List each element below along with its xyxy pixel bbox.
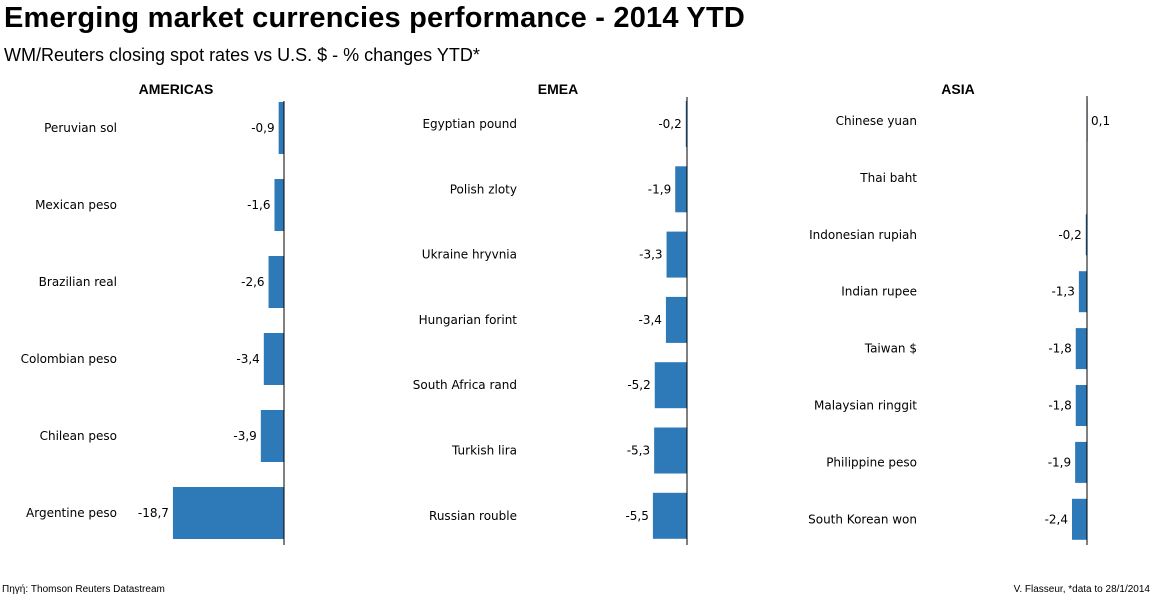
- value-label: -1,9: [648, 182, 671, 196]
- category-label: South Korean won: [808, 512, 917, 526]
- panel-title: AMERICAS: [139, 81, 214, 97]
- bar: [1078, 271, 1087, 313]
- bar: [1075, 328, 1087, 370]
- category-label: South Africa rand: [413, 378, 517, 392]
- value-label: -1,9: [1048, 455, 1071, 469]
- category-label: Argentine peso: [26, 506, 117, 520]
- category-label: Taiwan $: [864, 342, 917, 356]
- value-label: -0,9: [251, 121, 274, 135]
- credit-note: V. Flasseur, *data to 28/1/2014: [1013, 584, 1150, 595]
- value-label: 0,1: [1091, 114, 1110, 128]
- bar: [1075, 441, 1087, 483]
- category-label: Egyptian pound: [422, 117, 517, 131]
- category-label: Indonesian rupiah: [809, 228, 917, 242]
- bar: [685, 101, 687, 147]
- bar: [654, 427, 687, 474]
- category-label: Thai baht: [859, 171, 917, 185]
- value-label: -5,5: [625, 509, 648, 523]
- category-label: Brazilian real: [39, 275, 117, 289]
- bar: [260, 410, 284, 462]
- bar: [652, 492, 687, 539]
- chart-subtitle: WM/Reuters closing spot rates vs U.S. $ …: [4, 45, 480, 65]
- category-label: Mexican peso: [35, 198, 117, 212]
- bar: [274, 179, 284, 231]
- value-label: -1,8: [1048, 342, 1071, 356]
- category-label: Polish zloty: [450, 182, 517, 196]
- bar: [1085, 214, 1087, 256]
- bar: [654, 362, 687, 409]
- value-label: -18,7: [138, 506, 169, 520]
- category-label: Indian rupee: [841, 285, 917, 299]
- value-label: -5,2: [627, 378, 650, 392]
- value-label: -3,4: [236, 352, 259, 366]
- bar: [1072, 498, 1087, 540]
- category-label: Philippine peso: [826, 455, 917, 469]
- category-label: Peruvian sol: [44, 121, 117, 135]
- bar: [172, 487, 284, 539]
- bar: [665, 296, 687, 343]
- value-label: -2,6: [241, 275, 264, 289]
- category-label: Russian rouble: [429, 509, 517, 523]
- category-label: Malaysian ringgit: [814, 399, 917, 413]
- value-label: -2,4: [1045, 512, 1068, 526]
- category-label: Turkish lira: [451, 444, 517, 458]
- bar: [268, 256, 284, 308]
- category-label: Hungarian forint: [419, 313, 518, 327]
- value-label: -0,2: [1058, 228, 1081, 242]
- value-label: -3,3: [639, 248, 662, 262]
- category-label: Chinese yuan: [836, 114, 917, 128]
- bar: [675, 166, 687, 213]
- category-label: Ukraine hryvnia: [422, 248, 517, 262]
- value-label: -0,2: [658, 117, 681, 131]
- bar: [666, 231, 687, 278]
- value-label: -3,4: [638, 313, 661, 327]
- category-label: Colombian peso: [21, 352, 117, 366]
- panel-title: EMEA: [538, 81, 578, 97]
- bar: [278, 102, 284, 154]
- value-label: -1,3: [1051, 285, 1074, 299]
- source-note: Πηγή: Thomson Reuters Datastream: [2, 584, 165, 595]
- value-label: -3,9: [233, 429, 256, 443]
- chart-title: Emerging market currencies performance -…: [4, 2, 746, 34]
- bar: [1075, 385, 1087, 426]
- panel-title: ASIA: [941, 81, 974, 97]
- value-label: -1,6: [247, 198, 270, 212]
- value-label: -5,3: [627, 444, 650, 458]
- bar: [263, 333, 284, 385]
- value-label: -1,8: [1048, 399, 1071, 413]
- category-label: Chilean peso: [40, 429, 117, 443]
